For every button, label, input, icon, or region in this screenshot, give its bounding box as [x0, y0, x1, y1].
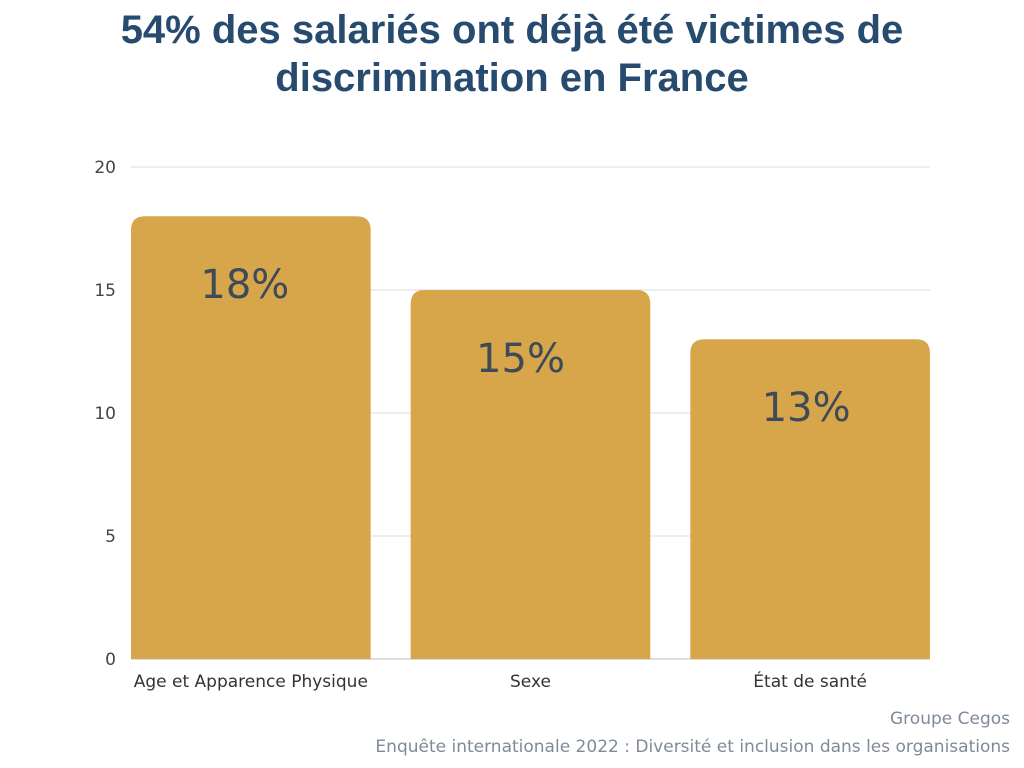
chart-title-line-1: 54% des salariés ont déjà été victimes d…	[120, 8, 904, 52]
y-tick-label: 0	[105, 650, 116, 670]
y-tick-label: 5	[105, 527, 116, 547]
y-tick-label: 15	[94, 281, 116, 301]
x-tick-label: État de santé	[753, 670, 867, 692]
x-tick-label: Sexe	[510, 672, 551, 692]
bar	[131, 216, 371, 659]
source-survey: Enquête internationale 2022 : Diversité …	[375, 737, 1010, 757]
chart-title-line-2: discrimination en France	[275, 56, 749, 100]
bar-value-label: 13%	[762, 385, 851, 431]
y-tick-label: 20	[94, 158, 116, 178]
y-tick-label: 10	[94, 404, 116, 424]
x-tick-label: Age et Apparence Physique	[134, 672, 368, 692]
bar	[690, 339, 930, 659]
bar-value-label: 15%	[476, 336, 565, 382]
bar-value-label: 18%	[200, 262, 289, 308]
bar-chart: 0 5 10 15 20 18% Age et Apparence Physique 15% S…	[94, 158, 930, 692]
chart-title: 54% des salariés ont déjà été victimes d…	[0, 6, 1024, 102]
bar	[410, 290, 651, 659]
source-organization: Groupe Cegos	[890, 709, 1010, 729]
